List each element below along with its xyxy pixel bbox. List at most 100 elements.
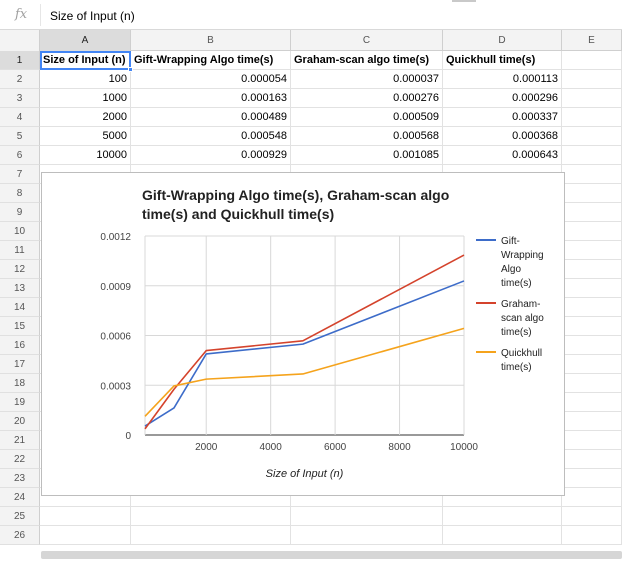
row-header-1[interactable]: 1 [0,51,40,70]
row-header-26[interactable]: 26 [0,526,40,545]
cell-c26[interactable] [291,526,443,545]
cell-d5[interactable]: 0.000368 [443,127,562,146]
cell-e12[interactable] [562,260,622,279]
row-header-12[interactable]: 12 [0,260,40,279]
cell-e19[interactable] [562,393,622,412]
row-header-5[interactable]: 5 [0,127,40,146]
cell-e20[interactable] [562,412,622,431]
row-header-3[interactable]: 3 [0,89,40,108]
cell-e17[interactable] [562,355,622,374]
cell-e5[interactable] [562,127,622,146]
cell-e9[interactable] [562,203,622,222]
cell-e16[interactable] [562,336,622,355]
line-chart[interactable]: Gift-Wrapping Algo time(s), Graham-scan … [41,172,565,496]
cell-e14[interactable] [562,298,622,317]
cell-b24[interactable] [131,488,291,507]
row-header-10[interactable]: 10 [0,222,40,241]
row-header-4[interactable]: 4 [0,108,40,127]
cell-c3[interactable]: 0.000276 [291,89,443,108]
cell-d2[interactable]: 0.000113 [443,70,562,89]
formula-input[interactable]: Size of Input (n) [50,9,135,23]
cell-a26[interactable] [40,526,131,545]
cell-b26[interactable] [131,526,291,545]
row-header-7[interactable]: 7 [0,165,40,184]
row-header-16[interactable]: 16 [0,336,40,355]
cell-e11[interactable] [562,241,622,260]
legend-label-1: Algo [501,264,521,275]
row-header-23[interactable]: 23 [0,469,40,488]
cell-c5[interactable]: 0.000568 [291,127,443,146]
cell-a24[interactable] [40,488,131,507]
row-header-19[interactable]: 19 [0,393,40,412]
cell-d26[interactable] [443,526,562,545]
cell-a4[interactable]: 2000 [40,108,131,127]
cell-e3[interactable] [562,89,622,108]
row-header-11[interactable]: 11 [0,241,40,260]
cell-e13[interactable] [562,279,622,298]
cell-a6[interactable]: 10000 [40,146,131,165]
cell-e10[interactable] [562,222,622,241]
row-header-6[interactable]: 6 [0,146,40,165]
row-header-25[interactable]: 25 [0,507,40,526]
cell-b25[interactable] [131,507,291,526]
cell-e18[interactable] [562,374,622,393]
cell-d25[interactable] [443,507,562,526]
cell-e22[interactable] [562,450,622,469]
cell-c6[interactable]: 0.001085 [291,146,443,165]
cell-e15[interactable] [562,317,622,336]
row-header-18[interactable]: 18 [0,374,40,393]
cell-e8[interactable] [562,184,622,203]
cell-b2[interactable]: 0.000054 [131,70,291,89]
cell-c25[interactable] [291,507,443,526]
select-all-corner[interactable] [0,30,40,51]
cell-c4[interactable]: 0.000509 [291,108,443,127]
cell-e6[interactable] [562,146,622,165]
row-header-14[interactable]: 14 [0,298,40,317]
cell-e21[interactable] [562,431,622,450]
row-header-9[interactable]: 9 [0,203,40,222]
column-header-a[interactable]: A [40,30,131,51]
row-header-20[interactable]: 20 [0,412,40,431]
row-header-13[interactable]: 13 [0,279,40,298]
cell-c24[interactable] [291,488,443,507]
column-header-c[interactable]: C [291,30,443,51]
cell-b5[interactable]: 0.000548 [131,127,291,146]
cell-d1[interactable]: Quickhull time(s) [443,51,562,70]
cell-e7[interactable] [562,165,622,184]
cell-e1[interactable] [562,51,622,70]
selection-fill-handle[interactable] [128,67,133,72]
cell-a2[interactable]: 100 [40,70,131,89]
cell-e26[interactable] [562,526,622,545]
cell-e2[interactable] [562,70,622,89]
cell-d3[interactable]: 0.000296 [443,89,562,108]
cell-b4[interactable]: 0.000489 [131,108,291,127]
row-header-21[interactable]: 21 [0,431,40,450]
fx-icon: fx [15,7,28,22]
cell-e4[interactable] [562,108,622,127]
cell-b6[interactable]: 0.000929 [131,146,291,165]
cell-a1[interactable]: Size of Input (n) [40,51,131,70]
row-header-2[interactable]: 2 [0,70,40,89]
column-header-b[interactable]: B [131,30,291,51]
row-header-15[interactable]: 15 [0,317,40,336]
row-header-22[interactable]: 22 [0,450,40,469]
horizontal-scrollbar[interactable] [41,551,622,559]
cell-d4[interactable]: 0.000337 [443,108,562,127]
cell-e23[interactable] [562,469,622,488]
cell-c1[interactable]: Graham-scan algo time(s) [291,51,443,70]
cell-c2[interactable]: 0.000037 [291,70,443,89]
column-header-e[interactable]: E [562,30,622,51]
row-header-24[interactable]: 24 [0,488,40,507]
cell-b3[interactable]: 0.000163 [131,89,291,108]
row-header-8[interactable]: 8 [0,184,40,203]
cell-a25[interactable] [40,507,131,526]
cell-e25[interactable] [562,507,622,526]
cell-a3[interactable]: 1000 [40,89,131,108]
cell-d6[interactable]: 0.000643 [443,146,562,165]
cell-b1[interactable]: Gift-Wrapping Algo time(s) [131,51,291,70]
cell-a5[interactable]: 5000 [40,127,131,146]
cell-e24[interactable] [562,488,622,507]
column-header-d[interactable]: D [443,30,562,51]
cell-d24[interactable] [443,488,562,507]
row-header-17[interactable]: 17 [0,355,40,374]
